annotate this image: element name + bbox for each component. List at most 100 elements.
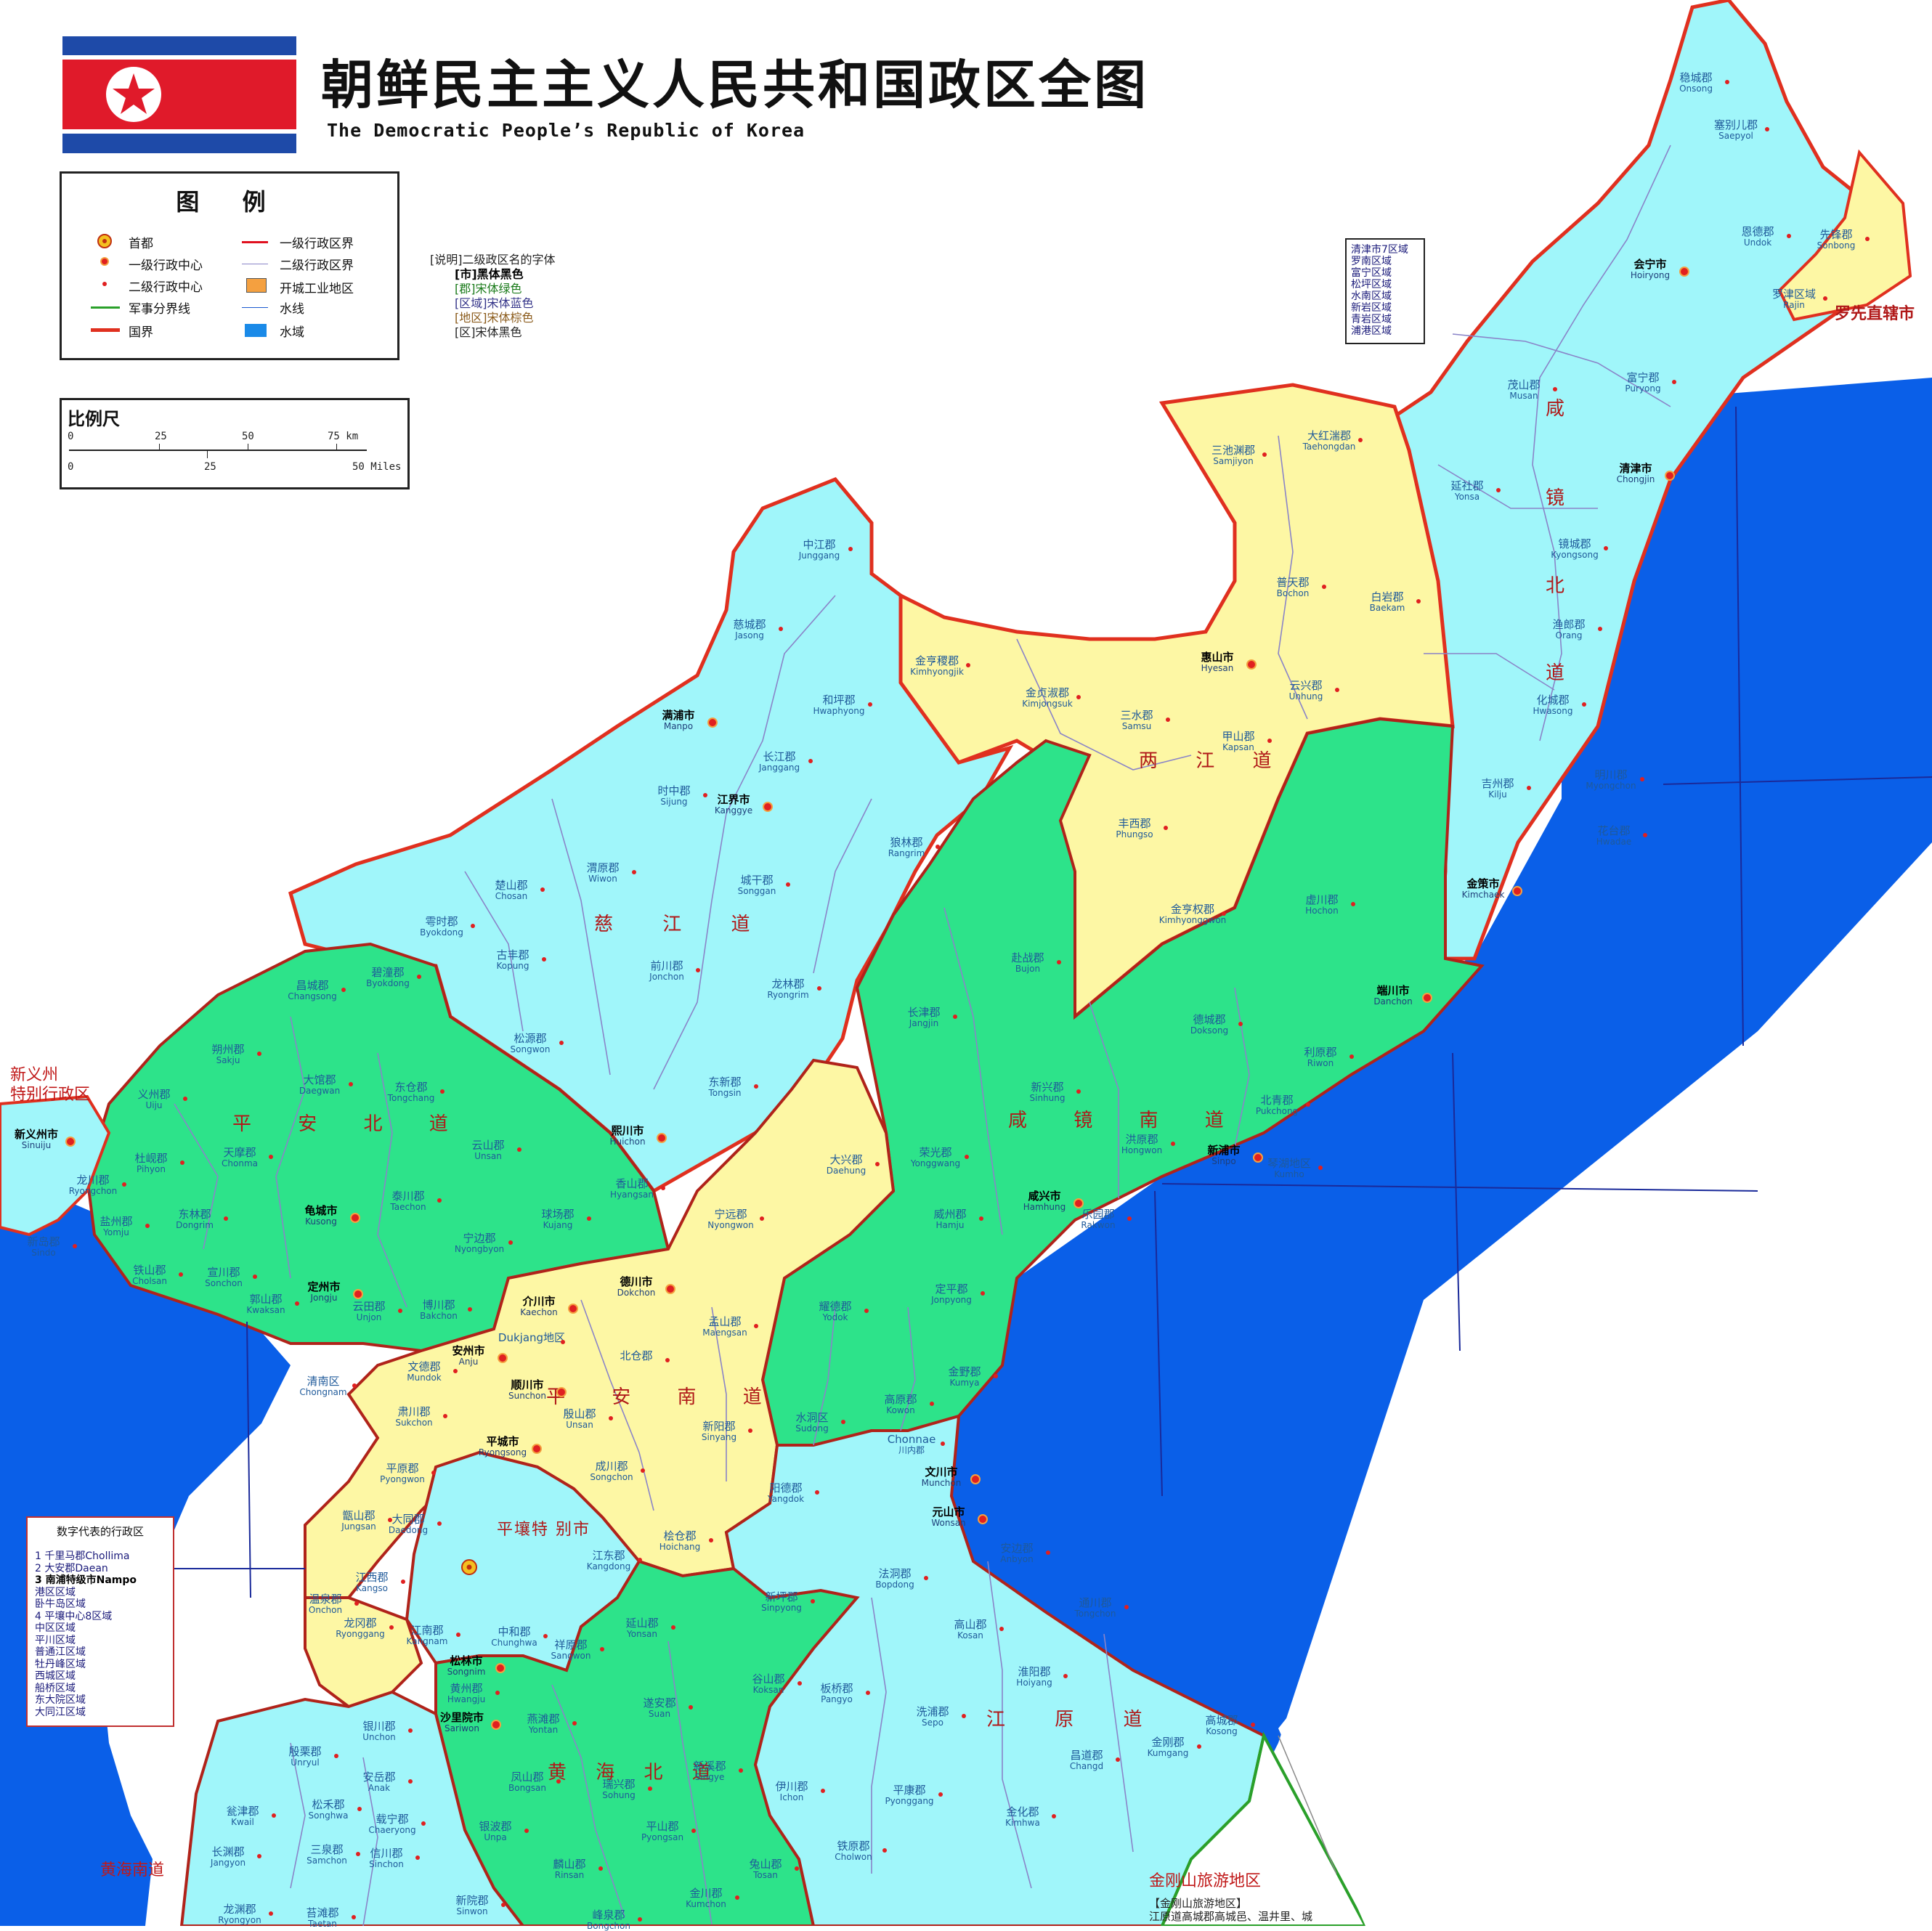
county-marker-icon [981,1291,985,1296]
region-rason [1777,149,1912,322]
label-cn: 江南郡 [410,1624,444,1637]
label-en: Yontan [528,1724,559,1735]
label-cn: 三水郡 [1120,709,1153,722]
label-en: Kimhyonggwon [1158,914,1227,925]
label-en: Baekam [1369,602,1405,613]
water-swatch [245,324,267,337]
label-cn: 恩德郡 [1741,225,1774,238]
label-en: Tongchang [387,1092,435,1103]
label-en: Janggang [758,762,800,773]
numbered-line: 普通江区域 [35,1646,86,1658]
county-label: 高山郡 Kosan [954,1619,986,1640]
label-cn: Chonnae [887,1433,936,1446]
label-en: Yonsa [1454,491,1480,502]
county-label: 博川郡 Bakchon [420,1299,458,1320]
label-cn: 铁原郡 [837,1839,870,1853]
label-cn: 清南区 [307,1375,340,1388]
county-marker-icon [661,1186,665,1190]
second-center-icon [102,282,107,286]
county-marker-icon [841,1420,845,1424]
label-en: Jonchon [649,971,684,982]
county-label: 金川郡 Kumchon [686,1887,726,1908]
label-en: Kwail [231,1816,254,1827]
label-en: Kimchaek [1461,889,1505,900]
first-boundary-swatch [242,241,268,243]
county-label: 德城郡 Doksong [1190,1014,1228,1035]
label-en: Yonggwang [910,1158,961,1168]
label-en: Jongju [310,1292,338,1303]
label-cn: 花台郡 [1597,824,1631,837]
county-label: 平山郡 Pyongsan [641,1821,683,1842]
label-en: Kusong [305,1216,337,1227]
label-en: Kanggye [714,805,753,816]
label-cn: 熙川市 [611,1124,644,1137]
city-label: 龟城市 Kusong [304,1205,337,1227]
label-cn: 稳城郡 [1679,71,1713,84]
label-en: Ryonggang [336,1628,385,1639]
label-cn: 顺川市 [511,1378,544,1391]
county-label: 先锋郡 Sonbong [1817,229,1856,250]
label-cn: 富宁郡 [1626,371,1660,384]
county-marker-icon [417,975,421,979]
label-cn: 丰西郡 [1118,817,1151,830]
label-cn: 伊川郡 [775,1780,808,1793]
star-icon [113,73,155,114]
county-label: 荣光郡 Yonggwang [911,1147,960,1168]
county-marker-icon [1076,695,1081,699]
label-en: Sangwon [551,1650,591,1661]
county-marker-icon [401,1580,405,1584]
city-marker-icon [1665,471,1675,481]
label-cn: 东仓郡 [394,1081,428,1094]
county-marker-icon [817,986,821,991]
county-marker-icon [408,1779,413,1784]
font-note-ward: [区]宋体黑色 [455,325,522,339]
county-marker-icon [821,1789,825,1793]
city-marker-icon [1073,1198,1084,1208]
county-label: 新院郡 Sinwon [455,1895,488,1916]
county-label: 龙川郡 Ryongchon [69,1174,118,1195]
label-cn: 琴湖地区 [1267,1157,1312,1170]
label-cn: 昌道郡 [1070,1749,1103,1762]
county-label: 渔郎郡 Orang [1552,619,1585,640]
county-label: 前川郡 Jonchon [649,960,684,982]
county-marker-icon [703,793,707,797]
county-label: 凤山郡 Bongsan [508,1771,546,1792]
county-label: 松禾郡 Songhwa [309,1799,349,1820]
city-label: 清津市 Chongjin [1617,463,1655,484]
label-cn: 延山郡 [625,1617,659,1630]
county-marker-icon [501,1903,506,1907]
label-en: Onsong [1679,83,1713,94]
county-label: 金亨权郡 Kimhyonggwon [1158,903,1227,925]
label-cn: 城干郡 [740,874,774,887]
county-marker-icon [443,1414,447,1418]
county-marker-icon [941,1442,945,1446]
shwanghae-label: 黄海南道 [100,1861,165,1879]
county-label: 三泉郡 Samchon [307,1844,347,1865]
county-label: 镜城郡 Kyongsong [1551,538,1598,559]
first-center-icon [100,257,109,266]
county-marker-icon [1349,1054,1354,1059]
county-marker-icon [1725,80,1729,84]
county-marker-icon [1052,1814,1056,1818]
label-en: Hwadae [1596,836,1632,847]
city-marker-icon [665,1284,675,1294]
county-marker-icon [543,1634,548,1638]
label-cn: 耀德郡 [819,1300,852,1313]
county-label: 中和郡 Chunghwa [491,1626,537,1647]
label-cn: 东新郡 [708,1076,742,1089]
label-en: Hoiyang [1016,1677,1052,1688]
label-cn: 云田郡 [352,1300,386,1313]
county-marker-icon [665,1358,670,1362]
label-en: Rakwon [1081,1219,1116,1230]
county-label: 罗津区域 Rajin [1772,288,1816,309]
county-marker-icon [754,1084,758,1089]
county-marker-icon [1251,1723,1255,1727]
label-en: Saepyol [1718,130,1753,141]
county-marker-icon [600,1647,604,1651]
label-en: Undok [1743,237,1772,248]
province-nhwanghae: 黄 海 北 道 [548,1762,723,1784]
county-label: 大馆郡 Daegwan [299,1074,340,1095]
county-label: 新阳郡 Sinyang [702,1420,736,1442]
label-cn: 宣川郡 [207,1266,240,1279]
kumgang-pointer [1278,1735,1337,1874]
